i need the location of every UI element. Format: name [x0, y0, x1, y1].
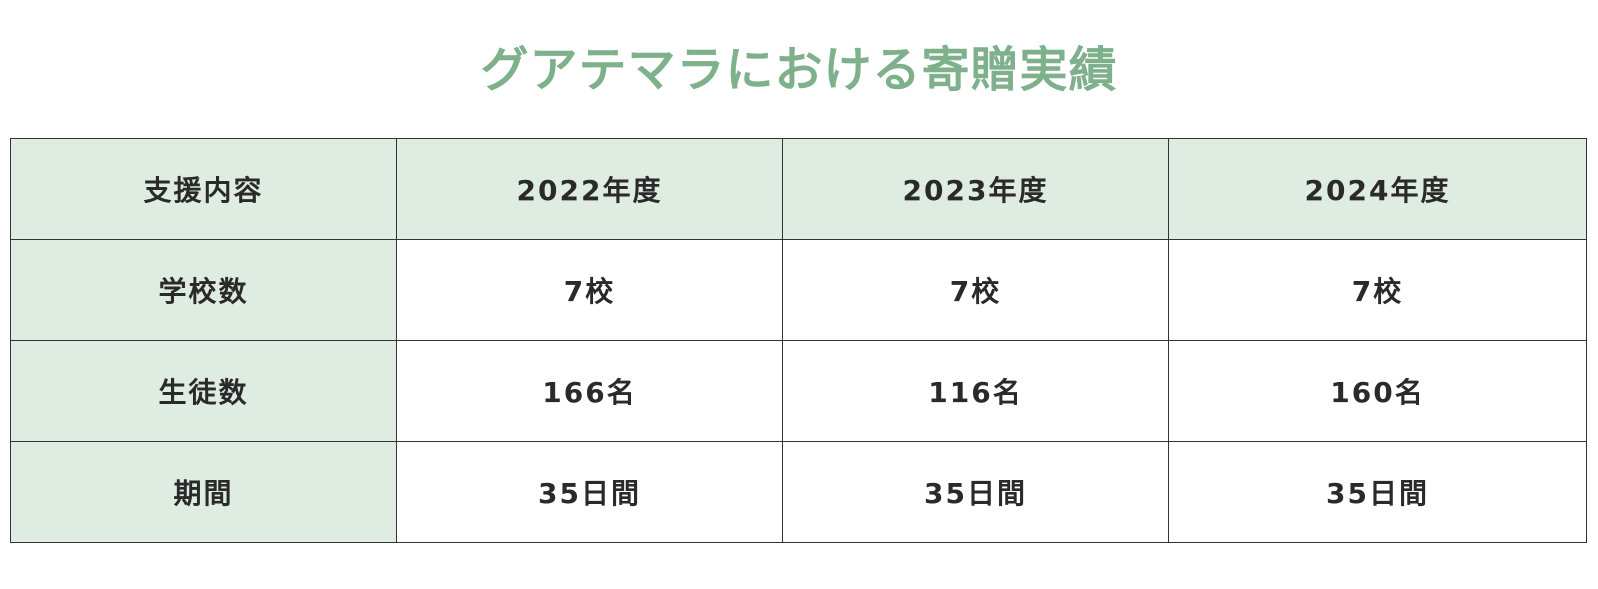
row-label-students: 生徒数	[10, 340, 397, 442]
table-row-students: 生徒数 166名 116名 160名	[10, 340, 1587, 442]
row-label-period: 期間	[10, 441, 397, 543]
cell-period-2023: 35日間	[782, 441, 1169, 543]
header-support-content: 支援内容	[10, 138, 397, 240]
cell-students-2023: 116名	[782, 340, 1169, 442]
row-label-schools: 学校数	[10, 239, 397, 341]
cell-period-2022: 35日間	[396, 441, 783, 543]
header-fy2023: 2023年度	[782, 138, 1169, 240]
table-row-schools: 学校数 7校 7校 7校	[10, 239, 1587, 341]
cell-students-2024: 160名	[1168, 340, 1587, 442]
cell-schools-2022: 7校	[396, 239, 783, 341]
cell-students-2022: 166名	[396, 340, 783, 442]
donation-results-table: 支援内容 2022年度 2023年度 2024年度 学校数 7校 7校 7校 生…	[10, 138, 1587, 543]
cell-schools-2024: 7校	[1168, 239, 1587, 341]
table-row-period: 期間 35日間 35日間 35日間	[10, 441, 1587, 543]
cell-period-2024: 35日間	[1168, 441, 1587, 543]
header-fy2024: 2024年度	[1168, 138, 1587, 240]
header-fy2022: 2022年度	[396, 138, 783, 240]
cell-schools-2023: 7校	[782, 239, 1169, 341]
table-header-row: 支援内容 2022年度 2023年度 2024年度	[10, 138, 1587, 240]
page-title: グアテマラにおける寄贈実績	[480, 42, 1118, 98]
